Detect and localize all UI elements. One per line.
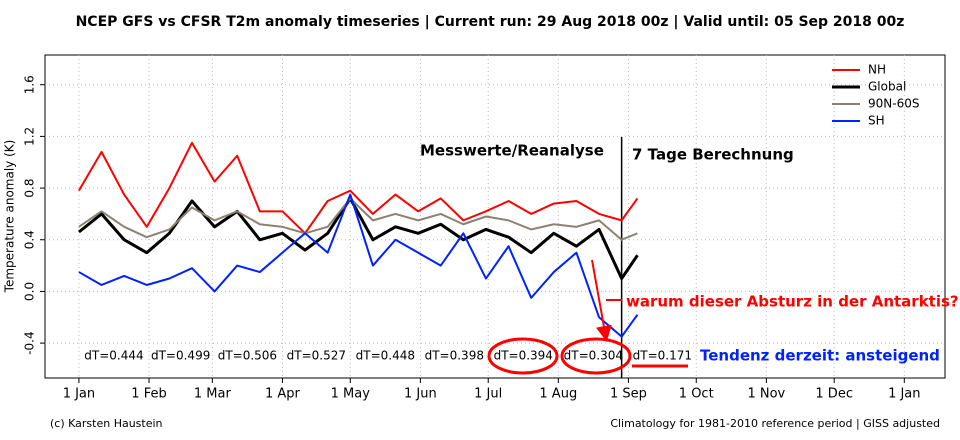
arrow <box>591 259 612 342</box>
x-tick-label: 1 Dec <box>815 387 853 402</box>
plot-area: -0.4 0.0 0.4 0.8 1.2 1.6 1 Jan 1 Feb 1 Mar 1 Apr 1… <box>23 54 946 402</box>
y-axis-label: Temperature anomaly (K) <box>3 140 17 294</box>
annotation: 7 Tage Berechnung <box>632 146 794 164</box>
x-tick-label: 1 May <box>331 387 371 402</box>
series-line <box>78 141 639 235</box>
monthly-label: dT=0.499 <box>151 349 210 363</box>
legend-label: SH <box>868 114 885 128</box>
highlight <box>487 337 559 375</box>
monthly-label: dT=0.394 <box>494 349 553 363</box>
footer: Climatology for 1981-2010 reference peri… <box>610 417 940 430</box>
x-tick-label: 1 Feb <box>131 387 166 402</box>
chart-title: NCEP GFS vs CFSR T2m anomaly timeseries … <box>76 14 905 30</box>
highlight <box>560 337 632 375</box>
y-tick-label: 0.0 <box>23 282 37 301</box>
x-tick-label: 1 Jan <box>63 387 95 402</box>
x-tick-label: 1 Nov <box>747 387 785 402</box>
legend-label: Global <box>868 80 906 94</box>
monthly-label: dT=0.398 <box>425 349 484 363</box>
x-tick-label: 1 Jul <box>474 387 502 402</box>
annotation: Tendenz derzeit: ansteigend <box>700 347 940 365</box>
y-tick-label: 0.4 <box>23 230 37 249</box>
monthly-label: dT=0.527 <box>287 349 346 363</box>
x-tick-label: 1 Jan <box>888 387 920 402</box>
y-tick-label: 1.6 <box>23 75 37 94</box>
x-tick-label: 1 Oct <box>679 387 714 402</box>
y-tick-label: -0.4 <box>23 331 37 354</box>
legend-label: 90N-60S <box>868 97 919 111</box>
x-tick-label: 1 Apr <box>265 387 301 402</box>
legend: NH Global 90N-60S SH <box>832 63 919 128</box>
y-tick-label: 0.8 <box>23 179 37 198</box>
annotation: Messwerte/Reanalyse <box>420 142 604 160</box>
monthly-label: dT=0.304 <box>564 349 623 363</box>
legend-label: NH <box>868 63 886 77</box>
x-tick-label: 1 Jun <box>404 387 437 402</box>
y-tick-label: 1.2 <box>23 127 37 146</box>
x-tick-label: 1 Aug <box>539 387 577 402</box>
x-tick-label: 1 Mar <box>194 387 232 402</box>
monthly-label: dT=0.171 <box>633 349 692 363</box>
plot-frame <box>44 54 946 379</box>
annotation: warum dieser Absturz in der Antarktis? <box>626 293 959 311</box>
footer: (c) Karsten Haustein <box>50 417 163 430</box>
series-line <box>78 197 638 241</box>
series-line <box>78 193 639 338</box>
series-line <box>77 196 639 281</box>
monthly-label: dT=0.448 <box>356 349 415 363</box>
monthly-label: dT=0.506 <box>218 349 277 363</box>
x-tick-label: 1 Sep <box>610 387 647 402</box>
monthly-label: dT=0.444 <box>84 349 143 363</box>
